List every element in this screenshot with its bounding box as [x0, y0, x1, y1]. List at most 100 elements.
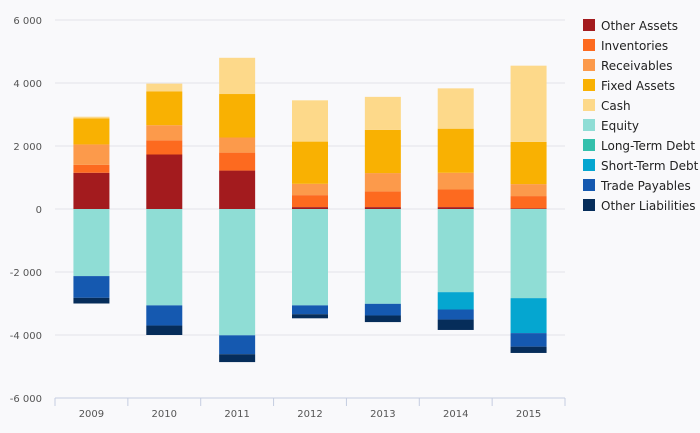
bar-segment-trade-payables-2014 — [437, 309, 474, 320]
bar-segment-cash-2012 — [292, 100, 328, 142]
bar-segment-cash-2015 — [510, 65, 547, 142]
legend-item-equity[interactable]: Equity — [583, 119, 639, 133]
y-axis: 6 000 4 000 2 000 0 -2 000 -4 000 -6 000 — [10, 16, 42, 405]
bar-segment-other-liabilities-2013 — [364, 315, 401, 323]
x-tick-label: 2013 — [370, 409, 395, 420]
y-tick-label: -4 000 — [10, 331, 42, 342]
bar-segment-equity-2012 — [292, 209, 328, 306]
legend-swatch — [583, 139, 595, 151]
bar-segment-cash-2014 — [437, 88, 474, 129]
y-tick-label: 6 000 — [13, 16, 42, 27]
legend-label: Long-Term Debt — [601, 139, 695, 153]
legend-label: Fixed Assets — [601, 79, 675, 93]
bar-segment-inventories-2014 — [437, 189, 474, 208]
bar-segment-fixed-assets-2013 — [364, 129, 401, 174]
bar-segment-other-assets-2012 — [292, 207, 328, 209]
y-tick-label: 4 000 — [13, 79, 42, 90]
bar-segment-receivables-2014 — [437, 172, 474, 190]
x-tick-label: 2015 — [516, 409, 541, 420]
x-tick-label: 2010 — [152, 409, 177, 420]
legend-swatch — [583, 79, 595, 91]
legend-swatch — [583, 119, 595, 131]
bar-segment-other-assets-2010 — [146, 154, 183, 209]
bar-segment-fixed-assets-2012 — [292, 141, 328, 184]
legend-label: Other Assets — [601, 19, 678, 33]
bar-segment-other-liabilities-2010 — [146, 325, 183, 335]
x-tick-label: 2009 — [79, 409, 104, 420]
legend-item-other-assets[interactable]: Other Assets — [583, 19, 678, 33]
bar-segment-fixed-assets-2010 — [146, 91, 183, 126]
bar-segment-equity-2015 — [510, 209, 547, 299]
bar-segment-equity-2014 — [437, 209, 474, 293]
bar-segment-fixed-assets-2011 — [219, 94, 256, 138]
bar-segment-trade-payables-2009 — [73, 276, 110, 298]
bar-segment-inventories-2011 — [219, 152, 256, 171]
bar-segment-trade-payables-2015 — [510, 333, 547, 347]
bar-segment-inventories-2009 — [73, 164, 110, 173]
bar-segment-equity-2009 — [73, 209, 110, 277]
bar-segment-other-liabilities-2012 — [292, 314, 328, 319]
bar-segment-other-assets-2014 — [437, 207, 474, 209]
legend-item-receivables[interactable]: Receivables — [583, 59, 673, 73]
legend-label: Trade Payables — [600, 179, 691, 193]
legend-label: Cash — [601, 99, 631, 113]
bar-segment-other-liabilities-2014 — [437, 319, 474, 330]
legend-item-long-term-debt[interactable]: Long-Term Debt — [583, 139, 695, 153]
bar-segment-trade-payables-2012 — [292, 305, 328, 315]
bar-segment-other-liabilities-2011 — [219, 354, 256, 363]
bar-stacks — [73, 57, 547, 363]
bar-segment-cash-2011 — [219, 57, 256, 95]
bar-segment-equity-2013 — [364, 209, 401, 304]
legend-item-fixed-assets[interactable]: Fixed Assets — [583, 79, 675, 93]
bar-segment-other-liabilities-2015 — [510, 346, 547, 353]
bar-segment-receivables-2012 — [292, 183, 328, 196]
y-tick-label: 0 — [36, 205, 42, 216]
bar-segment-other-assets-2011 — [219, 170, 256, 209]
bar-segment-other-liabilities-2009 — [73, 297, 110, 304]
legend-swatch — [583, 19, 595, 31]
bar-segment-equity-2010 — [146, 209, 183, 306]
x-tick-label: 2014 — [443, 409, 468, 420]
bar-segment-inventories-2013 — [364, 191, 401, 208]
bar-segment-inventories-2012 — [292, 195, 328, 208]
bar-segment-fixed-assets-2014 — [437, 128, 474, 173]
legend-item-trade-payables[interactable]: Trade Payables — [583, 179, 691, 193]
y-tick-label: -6 000 — [10, 394, 42, 405]
bar-segment-other-assets-2015 — [510, 208, 547, 209]
bar-segment-receivables-2009 — [73, 144, 110, 165]
x-axis: 2009 2010 2011 2012 2013 2014 2015 — [54, 397, 566, 420]
legend-item-cash[interactable]: Cash — [583, 99, 631, 113]
bar-segment-trade-payables-2013 — [364, 303, 401, 316]
y-tick-label: -2 000 — [10, 268, 42, 279]
legend-swatch — [583, 39, 595, 51]
legend-swatch — [583, 99, 595, 111]
legend-swatch — [583, 179, 595, 191]
bar-segment-fixed-assets-2009 — [73, 118, 110, 145]
legend-label: Equity — [601, 119, 639, 133]
legend-item-short-term-debt[interactable]: Short-Term Debt — [583, 159, 699, 173]
legend-swatch — [583, 59, 595, 71]
legend-label: Receivables — [601, 59, 673, 73]
bar-segment-receivables-2013 — [364, 173, 401, 192]
legend-swatch — [583, 159, 595, 171]
bar-segment-receivables-2015 — [510, 184, 547, 197]
bar-segment-receivables-2010 — [146, 125, 183, 141]
legend-label: Inventories — [601, 39, 668, 53]
bar-segment-fixed-assets-2015 — [510, 141, 547, 185]
bar-segment-short-term-debt-2014 — [437, 292, 474, 310]
legend-item-inventories[interactable]: Inventories — [583, 39, 668, 53]
bar-segment-inventories-2010 — [146, 140, 183, 155]
x-tick-label: 2011 — [224, 409, 249, 420]
legend: Other Assets Inventories Receivables Fixed … — [583, 19, 699, 213]
bar-segment-other-assets-2009 — [73, 172, 110, 209]
bar-segment-cash-2009 — [73, 116, 110, 119]
bar-segment-other-assets-2013 — [364, 207, 401, 209]
bar-segment-trade-payables-2010 — [146, 305, 183, 326]
legend-label: Short-Term Debt — [601, 159, 699, 173]
bar-segment-receivables-2011 — [219, 137, 256, 153]
legend-item-other-liabilities[interactable]: Other Liabilities — [583, 199, 696, 213]
bar-segment-inventories-2015 — [510, 196, 547, 209]
legend-swatch — [583, 199, 595, 211]
y-tick-label: 2 000 — [13, 142, 42, 153]
